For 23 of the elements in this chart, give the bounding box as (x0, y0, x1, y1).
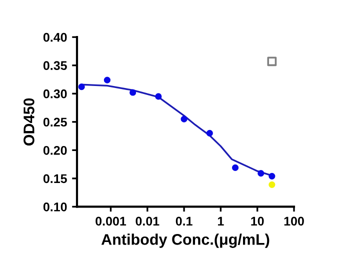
y-tick-label: 0.20 (43, 146, 67, 155)
y-tick-label: 0.10 (43, 202, 67, 212)
x-tick-label: 0.001 (96, 216, 126, 226)
y-axis-title: OD450 (24, 98, 34, 146)
point (155, 93, 162, 100)
y-tick-label: 0.35 (43, 61, 67, 70)
point (78, 84, 85, 90)
point (180, 116, 188, 122)
y-tick-label: 0.15 (43, 174, 67, 184)
point (104, 76, 110, 84)
x-tick-label: 0.1 (176, 216, 192, 226)
x-axis-title: Antibody Conc.(μg/mL) (101, 234, 270, 248)
x-tick-label: 1 (218, 216, 224, 226)
y-tick-label: 0.30 (43, 89, 67, 98)
y-tick-label: 0.40 (43, 32, 67, 42)
point (258, 170, 264, 177)
point (206, 130, 213, 136)
x-tick-label: 0.01 (136, 216, 160, 226)
point (232, 164, 239, 171)
y-tick-label: 0.25 (43, 118, 67, 127)
x-tick-label: 10 (251, 216, 264, 226)
x-tick-label: 100 (284, 216, 304, 226)
point (130, 89, 136, 96)
